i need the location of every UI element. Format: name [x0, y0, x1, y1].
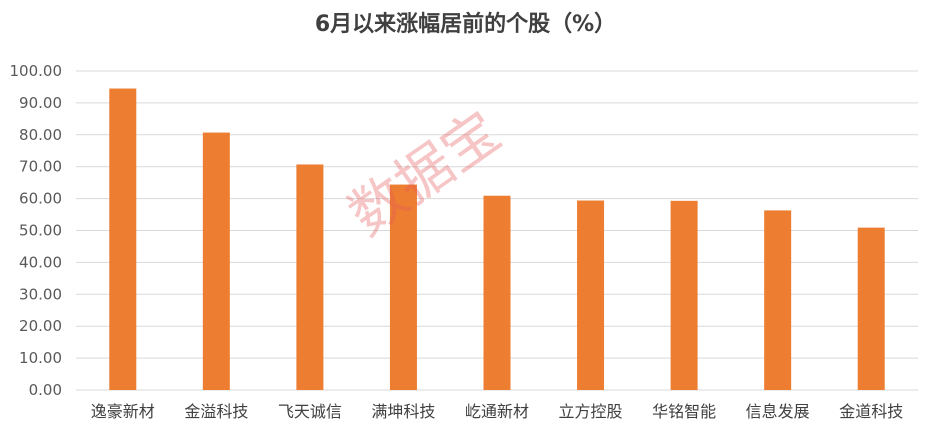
bar: [296, 164, 324, 390]
y-tick-label: 100.00: [10, 62, 63, 80]
bar: [483, 195, 511, 390]
x-tick-label: 满坤科技: [371, 402, 435, 421]
y-tick-label: 10.00: [19, 349, 62, 367]
bar: [857, 227, 885, 390]
x-tick-label: 金道科技: [839, 402, 903, 421]
x-tick-label: 信息发展: [746, 402, 810, 421]
bar: [577, 200, 605, 390]
bar: [764, 210, 792, 390]
y-tick-label: 60.00: [19, 190, 62, 208]
x-tick-label: 逸豪新材: [91, 402, 155, 421]
chart-title: 6月以来涨幅居前的个股（%）: [314, 12, 617, 37]
bar: [109, 88, 137, 391]
x-tick-label: 立方控股: [559, 402, 623, 421]
y-tick-label: 30.00: [19, 285, 62, 303]
y-tick-label: 0.00: [29, 381, 62, 399]
y-tick-label: 40.00: [19, 253, 62, 271]
x-tick-label: 飞天诚信: [278, 402, 342, 421]
y-tick-label: 70.00: [19, 158, 62, 176]
x-tick-label: 金溢科技: [184, 402, 248, 421]
y-tick-label: 80.00: [19, 126, 62, 144]
x-tick-label: 屹通新材: [465, 402, 529, 421]
bar: [670, 200, 698, 390]
y-tick-label: 20.00: [19, 317, 62, 335]
y-tick-label: 90.00: [19, 94, 62, 112]
y-tick-label: 50.00: [19, 222, 62, 240]
bar: [389, 184, 417, 390]
x-tick-label: 华铭智能: [652, 402, 716, 421]
bar: [202, 132, 230, 390]
